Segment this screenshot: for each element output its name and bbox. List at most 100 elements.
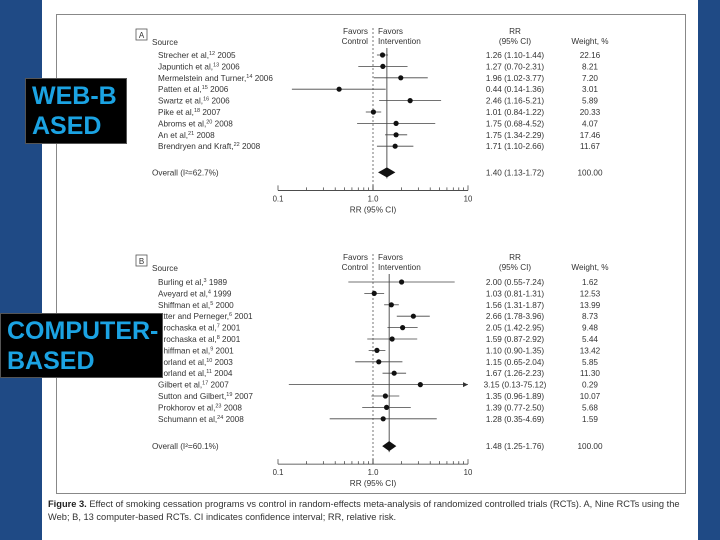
overall-rr-value: 1.40 (1.13-1.72) — [486, 168, 545, 177]
study-label: Mermelstein and Turner,14 2006 — [158, 74, 273, 83]
point-estimate — [374, 347, 380, 353]
x-tick-label: 0.1 — [273, 468, 284, 477]
x-tick-label: 1.0 — [368, 194, 380, 203]
weight-value: 5.44 — [582, 335, 598, 344]
study-label: Prochaska et al,8 2001 — [158, 335, 241, 344]
rr-value: 0.44 (0.14-1.36) — [486, 85, 545, 94]
point-estimate — [417, 382, 423, 388]
study-label: Shiffman et al,9 2001 — [158, 346, 234, 355]
weight-value: 11.30 — [580, 369, 600, 378]
point-estimate — [410, 313, 416, 319]
rr-header: RR — [509, 27, 521, 36]
point-estimate — [379, 52, 386, 58]
rr-value: 2.00 (0.55-7.24) — [486, 278, 545, 287]
study-label: Burling et al,3 1989 — [158, 278, 228, 287]
rr-value: 1.01 (0.84-1.22) — [486, 108, 545, 117]
slide-page — [42, 0, 698, 540]
weight-value: 5.68 — [582, 403, 598, 412]
study-label: Shiffman et al,5 2000 — [158, 301, 234, 310]
rr-value: 1.75 (1.34-2.29) — [486, 131, 545, 140]
caption-text: Effect of smoking cessation programs vs … — [48, 499, 680, 522]
study-label: Brendryen and Kraft,22 2008 — [158, 142, 261, 151]
point-estimate — [407, 98, 413, 104]
rr-header: RR — [509, 253, 521, 262]
point-estimate — [398, 75, 404, 81]
point-estimate — [383, 404, 390, 410]
favors-control-label: Favors — [343, 253, 368, 262]
study-label: Aveyard et al,4 1999 — [158, 289, 232, 298]
study-label: Prochaska et al,7 2001 — [158, 324, 241, 333]
figure-frame — [56, 14, 686, 494]
figure-caption: Figure 3. Effect of smoking cessation pr… — [48, 498, 698, 524]
favors-intervention-label: Favors — [378, 253, 403, 262]
ci-arrow-icon — [463, 382, 468, 388]
weight-value: 13.99 — [580, 301, 601, 310]
study-label: Abroms et al,20 2008 — [158, 119, 233, 128]
rr-value: 1.39 (0.77-2.50) — [486, 403, 545, 412]
point-estimate — [370, 109, 377, 115]
panel-label: B — [139, 257, 144, 266]
rr-value: 1.27 (0.70-2.31) — [486, 62, 545, 71]
point-estimate — [336, 86, 342, 92]
study-label: Pike et al,18 2007 — [158, 108, 221, 117]
favors-control-label: Control — [342, 37, 369, 46]
point-estimate — [393, 120, 399, 126]
rr-value: 1.59 (0.87-2.92) — [486, 335, 545, 344]
study-label: Japuntich et al,13 2006 — [158, 62, 240, 71]
favors-control-label: Favors — [343, 27, 368, 36]
weight-value: 4.07 — [582, 119, 598, 128]
weight-value: 9.48 — [582, 324, 598, 333]
computer-based-label: COMPUTER- BASED — [0, 313, 163, 378]
overall-label: Overall (I²=60.1%) — [152, 442, 219, 451]
weight-value: 13.42 — [580, 346, 601, 355]
rr-value: 3.15 (0.13-75.12) — [484, 381, 547, 390]
overall-label: Overall (I²=62.7%) — [152, 168, 219, 177]
point-estimate — [391, 370, 397, 376]
x-axis-label: RR (95% CI) — [350, 479, 397, 488]
x-tick-label: 10 — [464, 468, 473, 477]
weight-value: 8.21 — [582, 62, 598, 71]
weight-value: 12.53 — [580, 289, 601, 298]
point-estimate — [389, 336, 395, 342]
rr-value: 2.46 (1.16-5.21) — [486, 97, 545, 106]
study-label: Strecher et al,12 2005 — [158, 51, 236, 60]
weight-header: Weight, % — [571, 263, 608, 272]
x-tick-label: 0.1 — [273, 194, 284, 203]
study-label: Swartz et al,16 2006 — [158, 97, 230, 106]
rr-header: (95% CI) — [499, 263, 532, 272]
overall-diamond — [378, 167, 396, 178]
point-estimate — [382, 393, 388, 399]
rr-value: 1.15 (0.65-2.04) — [486, 358, 545, 367]
weight-value: 3.01 — [582, 85, 598, 94]
rr-value: 1.28 (0.35-4.69) — [486, 415, 545, 424]
point-estimate — [380, 416, 386, 422]
weight-value: 0.29 — [582, 381, 598, 390]
panel-label-box — [135, 254, 148, 267]
study-label: Borland et al,10 2003 — [158, 358, 233, 367]
study-label: Prokhorov et al,23 2008 — [158, 403, 242, 412]
source-header: Source — [152, 264, 178, 273]
weight-value: 10.07 — [580, 392, 601, 401]
rr-value: 1.26 (1.10-1.44) — [486, 51, 545, 60]
study-label: An et al,21 2008 — [158, 131, 215, 140]
rr-value: 1.71 (1.10-2.66) — [486, 142, 545, 151]
web-based-label: WEB-B ASED — [25, 78, 127, 144]
overall-diamond — [382, 441, 397, 452]
favors-intervention-label: Favors — [378, 27, 403, 36]
point-estimate — [398, 279, 405, 285]
favors-intervention-label: Intervention — [378, 263, 421, 272]
weight-value: 22.16 — [580, 51, 601, 60]
weight-header: Weight, % — [571, 37, 608, 46]
study-label: Gilbert et al,17 2007 — [158, 381, 229, 390]
x-axis-label: RR (95% CI) — [350, 205, 397, 214]
x-tick-label: 10 — [464, 194, 473, 203]
rr-value: 2.66 (1.78-3.96) — [486, 312, 545, 321]
weight-value: 20.33 — [580, 108, 601, 117]
point-estimate — [400, 325, 406, 331]
favors-control-label: Control — [342, 263, 369, 272]
weight-value: 5.89 — [582, 97, 598, 106]
favors-intervention-label: Intervention — [378, 37, 421, 46]
overall-weight-value: 100.00 — [577, 168, 602, 177]
point-estimate — [392, 143, 398, 149]
